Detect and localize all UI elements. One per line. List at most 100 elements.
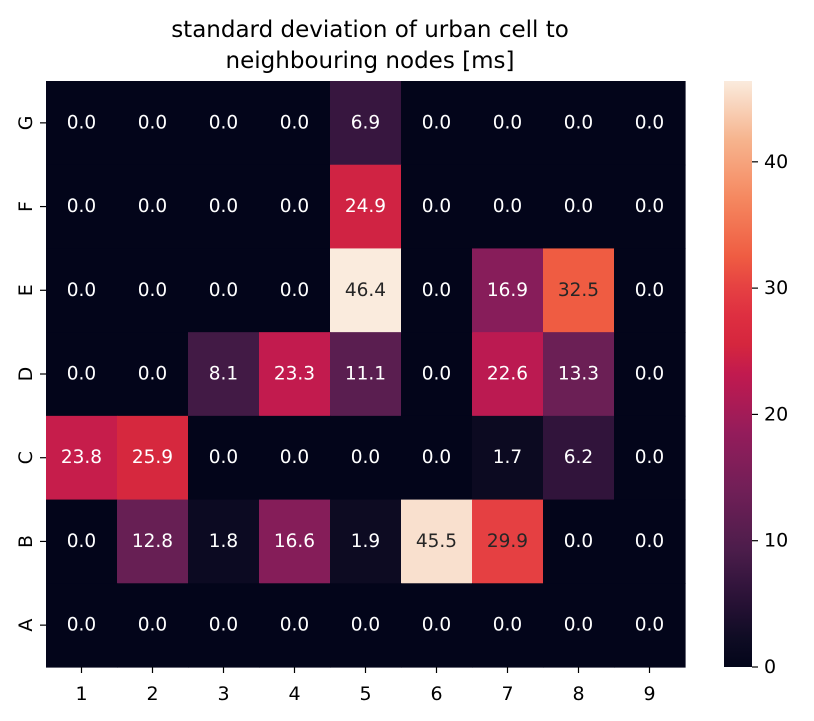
cell-value-label: 0.0: [564, 615, 593, 636]
heatmap-cell: [188, 81, 260, 166]
y-tick-label: C: [15, 451, 37, 464]
colorbar-tick-label: 40: [764, 151, 788, 173]
heatmap-cell: [330, 583, 402, 668]
chart-title-line-1: standard deviation of urban cell to: [171, 17, 569, 43]
cell-value-label: 11.1: [345, 364, 386, 385]
cell-value-label: 22.6: [487, 364, 528, 385]
heatmap-cell: [472, 332, 544, 417]
heatmap-cell: [117, 332, 189, 417]
heatmap-cell: [117, 248, 189, 333]
heatmap-cell: [472, 81, 544, 166]
cell-value-label: 45.5: [416, 531, 457, 552]
cell-value-label: 0.0: [493, 615, 522, 636]
heatmap-cell: [330, 415, 402, 501]
heatmap-cell: [46, 332, 118, 417]
cell-value-label: 0.0: [635, 531, 664, 552]
heatmap-cell: [46, 499, 118, 584]
x-tick-label: 1: [75, 683, 87, 705]
heatmap-cell: [46, 81, 118, 166]
cell-value-label: 8.1: [209, 364, 238, 385]
cell-value-label: 0.0: [67, 531, 96, 552]
heatmap-cell: [330, 332, 402, 417]
cell-value-label: 0.0: [280, 112, 309, 133]
heatmap-cell: [259, 415, 331, 501]
cell-value-label: 0.0: [138, 112, 167, 133]
heatmap-cell: [46, 583, 118, 668]
cell-value-label: 0.0: [422, 447, 451, 468]
heatmap-cell: [259, 583, 331, 668]
heatmap-cell: [401, 164, 473, 250]
cell-value-label: 0.0: [493, 196, 522, 217]
heatmap-cell: [259, 248, 331, 333]
heatmap-cell: [401, 81, 473, 166]
cell-value-label: 0.0: [422, 196, 451, 217]
heatmap-cell: [472, 248, 544, 333]
cell-value-label: 0.0: [422, 364, 451, 385]
cell-value-label: 0.0: [635, 280, 664, 301]
heatmap-cell: [188, 248, 260, 333]
cell-value-label: 1.7: [493, 447, 522, 468]
heatmap-cell: [543, 499, 615, 584]
cell-value-label: 0.0: [564, 531, 593, 552]
cell-value-label: 0.0: [67, 112, 96, 133]
cell-value-label: 0.0: [280, 196, 309, 217]
heatmap-cell: [330, 499, 402, 584]
chart-title-line-2: neighbouring nodes [ms]: [226, 48, 515, 74]
heatmap-cell: [401, 415, 473, 501]
cell-value-label: 0.0: [209, 615, 238, 636]
cell-value-label: 0.0: [67, 280, 96, 301]
y-tick-label: F: [15, 201, 37, 212]
heatmap-cells: 0.0 0.0 0.0 0.0 6.9 0.0 0.0 0.0 0.0 0.0 0.0 0.0 0.0 2…: [46, 81, 686, 668]
y-tick-label: E: [15, 284, 37, 296]
cell-value-label: 12.8: [132, 531, 173, 552]
cell-value-label: 0.0: [67, 196, 96, 217]
heatmap-cell: [543, 332, 615, 417]
heatmap-cell: [117, 81, 189, 166]
heatmap-cell: [188, 499, 260, 584]
heatmap-cell: [543, 248, 615, 333]
cell-value-label: 0.0: [280, 280, 309, 301]
cell-value-label: 46.4: [345, 280, 386, 301]
cell-value-label: 0.0: [67, 364, 96, 385]
colorbar-tick-label: 20: [764, 403, 788, 425]
heatmap-cell: [46, 415, 118, 501]
heatmap-cell: [472, 164, 544, 250]
cell-value-label: 16.6: [274, 531, 315, 552]
heatmap-cell: [117, 583, 189, 668]
heatmap-cell: [259, 499, 331, 584]
heatmap-cell: [117, 415, 189, 501]
cell-value-label: 0.0: [138, 196, 167, 217]
x-tick-label: 7: [501, 683, 513, 705]
x-tick-label: 8: [572, 683, 584, 705]
cell-value-label: 1.8: [209, 531, 238, 552]
cell-value-label: 16.9: [487, 280, 528, 301]
heatmap-cell: [472, 583, 544, 668]
colorbar-axis: 0 10 20 30 40: [752, 151, 788, 678]
heatmap-cell: [188, 583, 260, 668]
heatmap-cell: [543, 583, 615, 668]
cell-value-label: 0.0: [280, 615, 309, 636]
heatmap-cell: [614, 248, 686, 333]
colorbar-tick-label: 0: [764, 656, 776, 678]
heatmap-cell: [46, 164, 118, 250]
cell-value-label: 0.0: [138, 364, 167, 385]
heatmap-cell: [543, 415, 615, 501]
heatmap-cell: [614, 332, 686, 417]
cell-value-label: 0.0: [635, 447, 664, 468]
cell-value-label: 0.0: [635, 364, 664, 385]
heatmap-cell: [330, 248, 402, 333]
x-tick-label: 9: [643, 683, 655, 705]
heatmap-cell: [472, 415, 544, 501]
y-tick-label: A: [15, 619, 37, 632]
heatmap-cell: [46, 248, 118, 333]
heatmap-cell: [259, 81, 331, 166]
cell-value-label: 0.0: [209, 112, 238, 133]
heatmap-cell: [401, 332, 473, 417]
cell-value-label: 0.0: [422, 112, 451, 133]
x-axis: 1 2 3 4 5 6 7 8 9: [75, 667, 656, 705]
cell-value-label: 13.3: [558, 364, 599, 385]
cell-value-label: 0.0: [280, 447, 309, 468]
cell-value-label: 29.9: [487, 531, 528, 552]
heatmap-cell: [614, 81, 686, 166]
